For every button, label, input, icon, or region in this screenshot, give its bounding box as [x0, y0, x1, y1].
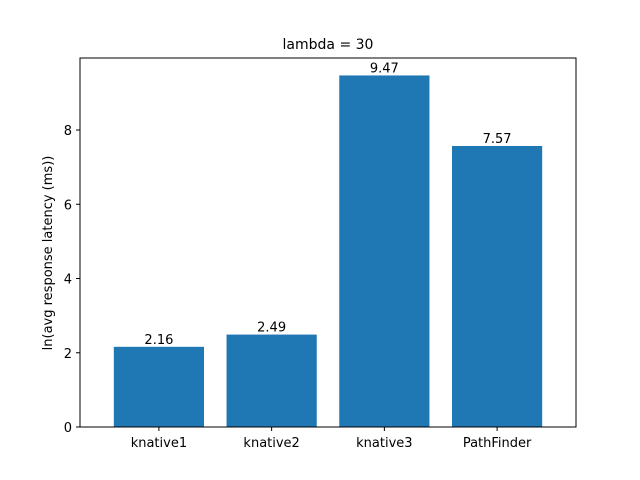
bar-knative2	[226, 334, 317, 427]
y-tick-label: 4	[64, 273, 72, 288]
x-tick-label: knative3	[356, 436, 412, 451]
y-tick-label: 6	[64, 198, 72, 213]
data-labels-layer: 2.16 2.49 9.47 7.57	[144, 61, 511, 347]
plot-frame	[79, 57, 577, 428]
bar-knative1	[113, 346, 204, 427]
bars-layer	[113, 75, 543, 427]
bar-knative3	[339, 75, 430, 427]
y-tick-label: 8	[64, 124, 72, 139]
bar-PathFinder	[452, 145, 543, 427]
ticks-layer: knative1 knative2 knative3 PathFinder 0 2 4 6 8	[64, 124, 532, 451]
x-tick-label: PathFinder	[463, 436, 532, 451]
x-tick-label: knative1	[131, 436, 187, 451]
y-tick-label: 2	[64, 347, 72, 362]
y-tick-label: 0	[64, 421, 72, 436]
x-tick-label: knative2	[243, 436, 299, 451]
data-label-knative3: 9.47	[370, 61, 399, 76]
data-label-PathFinder: 7.57	[483, 132, 512, 147]
data-label-knative1: 2.16	[144, 333, 173, 348]
data-label-knative2: 2.49	[257, 321, 286, 336]
chart-title: lambda = 30	[283, 37, 374, 53]
y-axis-label: ln(avg response latency (ms))	[41, 156, 56, 351]
